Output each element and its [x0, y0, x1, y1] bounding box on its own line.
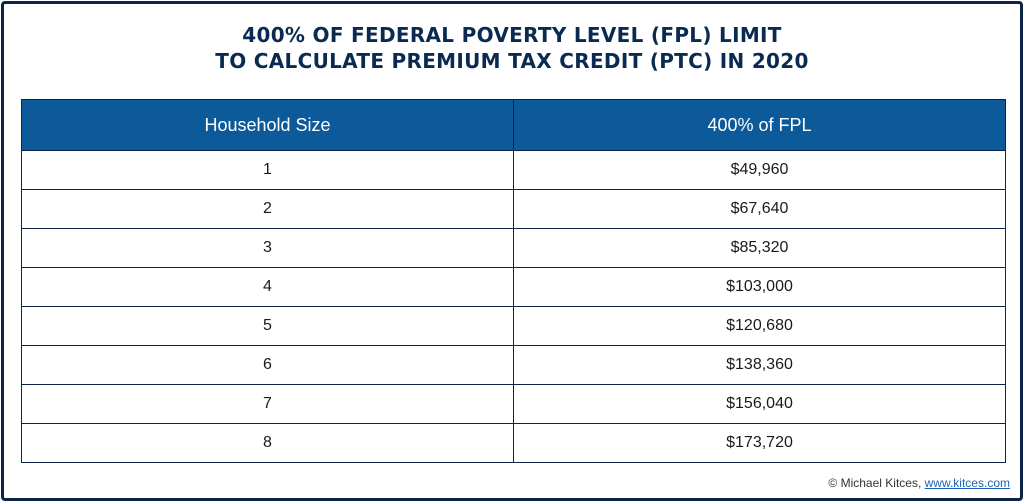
fpl-amount-cell: $173,720 — [513, 423, 1006, 463]
copyright-credit: © Michael Kitces, www.kitces.com — [828, 476, 1010, 490]
household-size-cell: 6 — [21, 345, 514, 385]
fpl-table: Household Size 400% of FPL 1 $49,960 2 $… — [21, 99, 1006, 463]
household-size-cell: 3 — [21, 228, 514, 268]
fpl-amount-cell: $156,040 — [513, 384, 1006, 424]
table-row: 4 $103,000 — [21, 267, 1006, 307]
household-size-cell: 5 — [21, 306, 514, 346]
table-row: 5 $120,680 — [21, 306, 1006, 346]
table-header-row: Household Size 400% of FPL — [21, 99, 1006, 151]
fpl-amount-cell: $120,680 — [513, 306, 1006, 346]
column-header-400-fpl: 400% of FPL — [513, 99, 1006, 151]
column-header-household-size: Household Size — [21, 99, 514, 151]
household-size-cell: 8 — [21, 423, 514, 463]
page-title: 400% OF FEDERAL POVERTY LEVEL (FPL) LIMI… — [4, 22, 1020, 74]
household-size-cell: 4 — [21, 267, 514, 307]
household-size-cell: 2 — [21, 189, 514, 229]
table-row: 2 $67,640 — [21, 189, 1006, 229]
fpl-amount-cell: $103,000 — [513, 267, 1006, 307]
kitces-link[interactable]: www.kitces.com — [924, 476, 1010, 490]
fpl-amount-cell: $85,320 — [513, 228, 1006, 268]
table-row: 7 $156,040 — [21, 384, 1006, 424]
household-size-cell: 7 — [21, 384, 514, 424]
title-line-2: TO CALCULATE PREMIUM TAX CREDIT (PTC) IN… — [215, 49, 809, 73]
household-size-cell: 1 — [21, 150, 514, 190]
table-row: 8 $173,720 — [21, 423, 1006, 463]
fpl-amount-cell: $49,960 — [513, 150, 1006, 190]
credit-text: © Michael Kitces, — [828, 476, 925, 490]
title-line-1: 400% OF FEDERAL POVERTY LEVEL (FPL) LIMI… — [242, 23, 782, 47]
table-row: 3 $85,320 — [21, 228, 1006, 268]
fpl-amount-cell: $138,360 — [513, 345, 1006, 385]
table-row: 6 $138,360 — [21, 345, 1006, 385]
table-row: 1 $49,960 — [21, 150, 1006, 190]
fpl-amount-cell: $67,640 — [513, 189, 1006, 229]
